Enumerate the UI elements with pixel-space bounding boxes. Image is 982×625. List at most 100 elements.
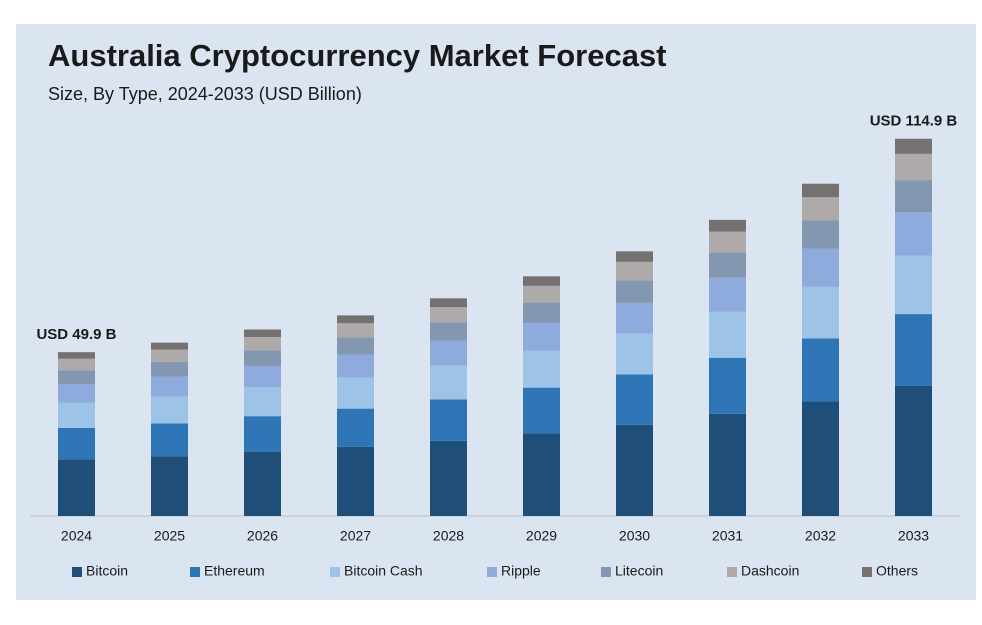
legend-swatch bbox=[862, 567, 872, 577]
x-tick-label: 2028 bbox=[433, 528, 464, 544]
bar-segment bbox=[58, 384, 95, 403]
bar-segment bbox=[430, 307, 467, 323]
bar-segment bbox=[58, 459, 95, 516]
chart-title: Australia Cryptocurrency Market Forecast bbox=[48, 38, 667, 73]
bar-segment bbox=[151, 376, 188, 397]
bar-segment bbox=[430, 340, 467, 366]
bar-segment bbox=[523, 350, 560, 388]
bar-segment bbox=[895, 153, 932, 181]
x-tick-label: 2025 bbox=[154, 528, 185, 544]
bar-segment bbox=[244, 329, 281, 338]
bar-segment bbox=[895, 385, 932, 516]
bar-segment bbox=[58, 358, 95, 371]
bar-segment bbox=[151, 342, 188, 350]
chart-subtitle: Size, By Type, 2024-2033 (USD Billion) bbox=[48, 84, 362, 104]
legend-swatch bbox=[72, 567, 82, 577]
bar-segment bbox=[151, 349, 188, 362]
bar-segment bbox=[616, 374, 653, 425]
x-tick-label: 2033 bbox=[898, 528, 929, 544]
bar-segment bbox=[244, 337, 281, 351]
bar-segment bbox=[616, 302, 653, 334]
bar-segment bbox=[151, 361, 188, 377]
legend-label: Ripple bbox=[501, 563, 541, 579]
bar-segment bbox=[244, 365, 281, 388]
bar-segment bbox=[58, 370, 95, 385]
bar-segment bbox=[616, 251, 653, 262]
bar-segment bbox=[802, 197, 839, 221]
bar-segment bbox=[616, 280, 653, 303]
bar-segment bbox=[337, 323, 374, 338]
bar-segment bbox=[523, 276, 560, 286]
bar-segment bbox=[709, 413, 746, 516]
legend-label: Dashcoin bbox=[741, 563, 799, 579]
bar-segment bbox=[337, 377, 374, 409]
bar-segment bbox=[709, 357, 746, 414]
bar-segment bbox=[802, 183, 839, 198]
legend-swatch bbox=[487, 567, 497, 577]
bar-segment bbox=[430, 365, 467, 400]
legend-swatch bbox=[330, 567, 340, 577]
x-tick-label: 2032 bbox=[805, 528, 836, 544]
x-tick-label: 2024 bbox=[61, 528, 92, 544]
x-tick-label: 2027 bbox=[340, 528, 371, 544]
bar-segment bbox=[802, 248, 839, 287]
x-tick-label: 2029 bbox=[526, 528, 557, 544]
legend-label: Litecoin bbox=[615, 563, 663, 579]
bar-segment bbox=[709, 252, 746, 278]
bar-segment bbox=[244, 387, 281, 417]
bar-segment bbox=[151, 396, 188, 424]
bar-segment bbox=[616, 424, 653, 516]
x-tick-label: 2030 bbox=[619, 528, 650, 544]
bar-segment bbox=[802, 338, 839, 402]
bar-segment bbox=[802, 286, 839, 339]
bar-segment bbox=[802, 220, 839, 249]
legend-label: Others bbox=[876, 563, 918, 579]
bar-segment bbox=[523, 387, 560, 434]
bar-segment bbox=[523, 322, 560, 351]
bar-segment bbox=[58, 428, 95, 460]
bar-segment bbox=[337, 408, 374, 447]
bar-segment bbox=[58, 352, 95, 359]
bar-segment bbox=[244, 451, 281, 516]
bar-segment bbox=[895, 138, 932, 154]
bar-segment bbox=[151, 423, 188, 457]
bar-segment bbox=[895, 255, 932, 315]
bar-segment bbox=[523, 302, 560, 323]
bar-segment bbox=[337, 337, 374, 355]
bar-segment bbox=[430, 298, 467, 308]
bar-segment bbox=[616, 333, 653, 375]
bar-segment bbox=[802, 401, 839, 516]
bar-segment bbox=[337, 315, 374, 324]
bar-segment bbox=[430, 322, 467, 341]
bar-segment bbox=[709, 219, 746, 232]
bar-segment bbox=[523, 285, 560, 303]
legend-label: Bitcoin bbox=[86, 563, 128, 579]
bar-segment bbox=[895, 212, 932, 256]
bar-segment bbox=[244, 416, 281, 452]
total-label: USD 114.9 B bbox=[870, 113, 958, 130]
bar-segment bbox=[58, 402, 95, 429]
total-label: USD 49.9 B bbox=[36, 326, 116, 343]
bar-segment bbox=[709, 231, 746, 253]
bar-segment bbox=[337, 354, 374, 378]
bar-segment bbox=[523, 433, 560, 516]
legend-label: Bitcoin Cash bbox=[344, 563, 423, 579]
legend-swatch bbox=[727, 567, 737, 577]
bar-segment bbox=[244, 350, 281, 366]
legend-label: Ethereum bbox=[204, 563, 265, 579]
legend-swatch bbox=[190, 567, 200, 577]
bar-segment bbox=[430, 399, 467, 441]
bar-segment bbox=[895, 314, 932, 386]
bar-segment bbox=[430, 440, 467, 516]
bar-segment bbox=[709, 277, 746, 312]
bar-segment bbox=[151, 456, 188, 516]
bar-segment bbox=[616, 261, 653, 281]
x-tick-label: 2026 bbox=[247, 528, 278, 544]
bar-segment bbox=[337, 446, 374, 516]
x-tick-label: 2031 bbox=[712, 528, 743, 544]
bar-segment bbox=[709, 311, 746, 358]
legend-swatch bbox=[601, 567, 611, 577]
bar-segment bbox=[895, 180, 932, 213]
